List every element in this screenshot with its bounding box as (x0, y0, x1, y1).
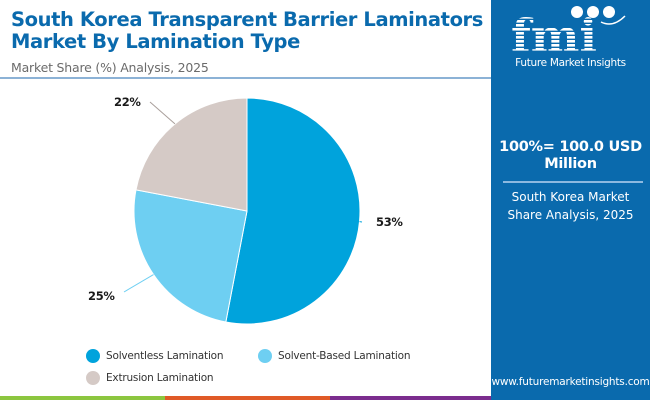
pie-slice-extrusion-lamination (135, 97, 248, 212)
logo-text: Future Market Insights (515, 57, 626, 69)
globe-americas-icon (571, 6, 583, 18)
legend-label: Solvent-Based Lamination (278, 350, 411, 362)
legend-label: Extrusion Lamination (106, 372, 214, 384)
footer-stripe (0, 396, 165, 400)
footer-stripe (165, 396, 330, 400)
chart-subtitle: Market Share (%) Analysis, 2025 (11, 60, 209, 75)
header-divider (0, 77, 491, 79)
sidebar-caption: South Korea Market Share Analysis, 2025 (507, 190, 634, 222)
fmi-logo: fmi (511, 6, 626, 63)
legend-item-extrusion: Extrusion Lamination (86, 371, 214, 385)
market-size-value: 100%= 100.0 USD Million (499, 139, 642, 172)
legend-swatch (258, 349, 272, 363)
legend-item-solventless: Solventless Lamination (86, 349, 224, 363)
footer-stripe (330, 396, 491, 400)
legend-label: Solventless Lamination (106, 350, 224, 362)
data-label: 22% (114, 95, 141, 109)
data-label: 25% (88, 289, 115, 303)
info-sidebar: fmi Future Market Insights 100%= 100.0 U… (491, 0, 650, 400)
legend-item-solvent-based: Solvent-Based Lamination (258, 349, 410, 363)
globe-europe-icon (587, 6, 599, 18)
website-link[interactable]: www.futuremarketinsights.com (491, 376, 650, 388)
pie-chart: 53% 25% 22% (88, 95, 404, 325)
legend-swatch (86, 349, 100, 363)
logo-swoosh (600, 15, 626, 25)
sidebar-divider (503, 181, 643, 183)
pie-slice-solventless-lamination (225, 97, 361, 325)
leader-line (123, 274, 154, 293)
logo-letters: fmi (511, 9, 597, 63)
globe-asia-icon (603, 6, 615, 18)
chart-title: South Korea Transparent Barrier Laminato… (11, 8, 483, 53)
footer-stripe (491, 396, 650, 400)
leader-line (149, 101, 176, 125)
legend-swatch (86, 371, 100, 385)
pie-slice-solvent-based-lamination (133, 189, 248, 323)
data-label: 53% (376, 215, 403, 229)
